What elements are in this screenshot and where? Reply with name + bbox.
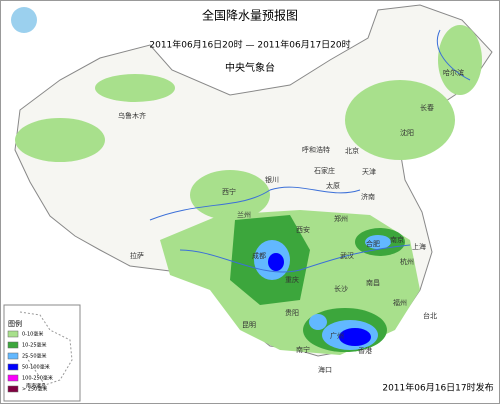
rain-area <box>365 235 391 249</box>
city-label: 杭州 <box>400 257 414 266</box>
rain-area <box>309 314 327 330</box>
city-label: 石家庄 <box>314 166 335 175</box>
river <box>436 29 471 81</box>
city-label: 重庆 <box>285 275 299 284</box>
legend-label: 50-100毫米 <box>22 364 50 371</box>
city-label: 武汉 <box>340 251 354 260</box>
logo <box>11 7 37 33</box>
rain-area <box>268 253 284 271</box>
city-label: 成都 <box>252 251 266 260</box>
legend-swatch <box>7 352 19 360</box>
city-label: 台北 <box>423 311 437 320</box>
city-label: 西安 <box>296 225 310 234</box>
legend-swatch <box>7 330 19 338</box>
city-label: 北京 <box>345 146 359 155</box>
rain-area <box>95 74 175 102</box>
city-labels: 乌鲁木齐 哈尔滨 长春 沈阳 呼和浩特 北京 天津 石家庄 太原 济南 银川 西… <box>118 68 464 374</box>
rain-area <box>15 118 105 162</box>
legend-label: 100-250毫米 <box>22 375 53 382</box>
city-label: 西宁 <box>222 187 236 196</box>
legend-swatch <box>7 374 19 382</box>
rain-area <box>339 328 371 346</box>
legend-title: 图例 <box>8 319 22 328</box>
city-label: 兰州 <box>237 210 251 219</box>
city-label: 拉萨 <box>130 251 144 260</box>
city-label: 南京 <box>390 235 404 244</box>
city-label: 长春 <box>420 103 434 112</box>
city-label: 南昌 <box>366 278 380 287</box>
city-label: 天津 <box>362 168 376 176</box>
title: 全国降水量预报图 <box>202 8 298 23</box>
city-label: 长沙 <box>334 284 348 293</box>
rain-area <box>190 170 270 220</box>
inset-border <box>19 311 73 386</box>
city-label: 海口 <box>318 365 332 374</box>
legend-label: 25-50毫米 <box>22 353 47 360</box>
footer: 2011年06月16日17时发布 <box>382 382 493 394</box>
legend-swatch <box>7 341 19 349</box>
issuer: 中央气象台 <box>225 61 275 74</box>
legend-label: 0-10毫米 <box>22 331 43 338</box>
rain-area <box>438 25 482 95</box>
legend-items: 0-10毫米 10-25毫米 25-50毫米 50-100毫米 100-250毫米 > 2… <box>7 330 53 393</box>
legend-label: 10-25毫米 <box>22 342 47 349</box>
city-label: 济南 <box>361 192 375 201</box>
period: 2011年06月16日20时 — 2011年06月17日20时 <box>149 39 350 51</box>
legend: 图例 0-10毫米 10-25毫米 25-50毫米 50-100毫米 100-250毫米… <box>3 304 81 402</box>
city-label: 福州 <box>393 298 407 307</box>
city-label: 呼和浩特 <box>302 145 330 154</box>
city-label: 贵阳 <box>285 308 299 317</box>
river <box>179 244 411 273</box>
rain-area <box>345 80 455 160</box>
city-label: 香港 <box>358 346 372 355</box>
city-label: 昆明 <box>242 321 256 329</box>
precip-areas <box>15 25 482 355</box>
legend-label: > 250毫米 <box>22 386 47 393</box>
city-label: 上海 <box>412 242 426 251</box>
city-label: 合肥 <box>366 239 380 248</box>
city-label: 哈尔滨 <box>443 68 464 77</box>
inset-label: 南海诸岛 <box>26 383 46 390</box>
city-label: 沈阳 <box>400 128 414 137</box>
river <box>149 186 361 221</box>
city-label: 太原 <box>326 181 340 190</box>
city-label: 广州 <box>330 331 344 340</box>
city-label: 乌鲁木齐 <box>118 111 146 120</box>
city-label: 银川 <box>265 175 279 184</box>
city-label: 南宁 <box>296 345 310 354</box>
city-label: 郑州 <box>334 215 348 223</box>
rivers <box>149 29 471 273</box>
legend-swatch <box>7 363 19 371</box>
legend-swatch <box>7 385 19 393</box>
